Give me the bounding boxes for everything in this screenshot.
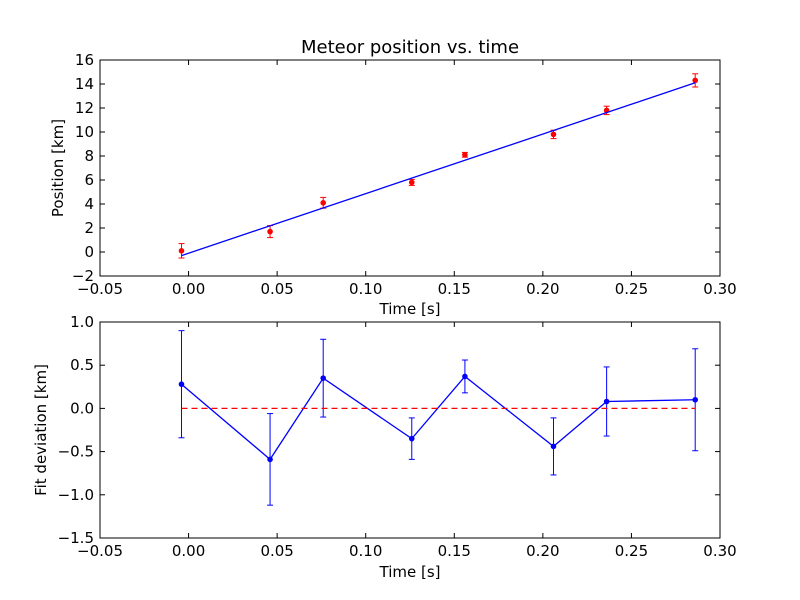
y-tick-label: 0.0 bbox=[70, 399, 94, 417]
y-axis-label: Position [km] bbox=[49, 119, 67, 217]
data-point bbox=[462, 152, 468, 158]
data-point bbox=[267, 228, 273, 235]
x-tick-label: 0.15 bbox=[438, 280, 471, 298]
position-chart: Meteor position vs. time Time [s] Positi… bbox=[49, 37, 737, 318]
y-tick-label: 0 bbox=[84, 243, 94, 261]
chart-title: Meteor position vs. time bbox=[301, 37, 519, 58]
y-tick-label: −1.5 bbox=[58, 529, 94, 547]
deviation-plot-area bbox=[178, 330, 699, 506]
data-point bbox=[320, 200, 327, 206]
deviation-chart: Time [s] Fit deviation [km] −0.05 0.00 0.0… bbox=[32, 313, 737, 581]
x-tick-label: 0.00 bbox=[172, 542, 205, 560]
y-axis-label: Fit deviation [km] bbox=[32, 364, 50, 496]
data-point bbox=[550, 443, 557, 450]
data-point bbox=[320, 375, 327, 381]
data-point bbox=[267, 456, 273, 463]
x-axis-label: Time [s] bbox=[379, 563, 441, 581]
y-tick-label: 16 bbox=[75, 51, 94, 69]
y-tick-label: 10 bbox=[75, 123, 94, 141]
y-tick-label: 12 bbox=[75, 99, 94, 117]
y-tick-label: −1.0 bbox=[58, 486, 94, 504]
position-plot-area bbox=[178, 73, 699, 259]
data-point bbox=[462, 373, 468, 380]
x-tick-label: 0.25 bbox=[615, 542, 648, 560]
x-tick-label: 0.05 bbox=[260, 542, 293, 560]
x-tick-label: 0.30 bbox=[703, 542, 736, 560]
y-tick-label: 1.0 bbox=[70, 313, 94, 331]
x-tick-label: −0.05 bbox=[77, 542, 123, 560]
data-point bbox=[550, 131, 557, 138]
data-point bbox=[692, 77, 699, 84]
y-tick-label: 8 bbox=[84, 147, 94, 165]
y-tick-label: 6 bbox=[84, 171, 94, 189]
x-tick-label: −0.05 bbox=[77, 280, 123, 298]
y-tick-label: 2 bbox=[84, 219, 94, 237]
data-point bbox=[603, 398, 610, 405]
data-point bbox=[692, 396, 699, 403]
data-point bbox=[408, 179, 415, 186]
y-tick-label: −2 bbox=[72, 267, 94, 285]
data-point bbox=[408, 435, 415, 442]
x-tick-label: 0.20 bbox=[526, 280, 559, 298]
x-tick-label: 0.25 bbox=[615, 280, 648, 298]
data-point bbox=[178, 248, 185, 254]
x-tick-label: 0.10 bbox=[349, 542, 382, 560]
x-tick-label: 0.10 bbox=[349, 280, 382, 298]
x-tick-label: 0.00 bbox=[172, 280, 205, 298]
x-tick-label: 0.20 bbox=[526, 542, 559, 560]
series-line bbox=[181, 82, 696, 257]
plot-frame bbox=[99, 59, 721, 277]
plot-frame bbox=[99, 321, 721, 539]
y-tick-label: 0.5 bbox=[70, 356, 94, 374]
x-tick-label: 0.30 bbox=[703, 280, 736, 298]
series-line bbox=[181, 375, 696, 461]
y-tick-label: 14 bbox=[75, 75, 94, 93]
y-tick-label: 4 bbox=[84, 195, 94, 213]
y-tick-label: −0.5 bbox=[58, 443, 94, 461]
x-axis-label: Time [s] bbox=[379, 300, 441, 318]
x-tick-label: 0.15 bbox=[438, 542, 471, 560]
data-point bbox=[178, 381, 185, 388]
x-tick-label: 0.05 bbox=[260, 280, 293, 298]
